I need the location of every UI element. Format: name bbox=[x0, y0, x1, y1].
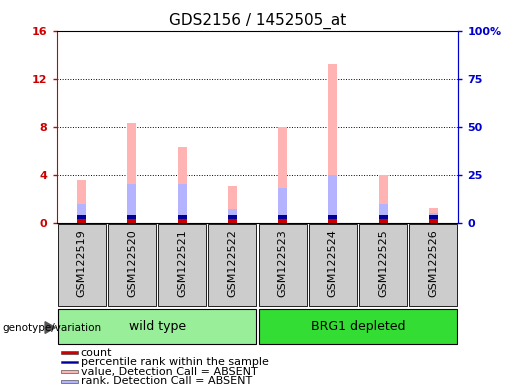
Bar bbox=[379, 175, 388, 223]
Bar bbox=[61, 370, 78, 373]
Bar bbox=[127, 219, 136, 223]
Text: GSM122524: GSM122524 bbox=[328, 229, 338, 297]
Text: GSM122520: GSM122520 bbox=[127, 229, 137, 297]
Bar bbox=[127, 184, 136, 223]
Bar bbox=[278, 188, 287, 223]
Bar bbox=[77, 215, 87, 219]
FancyBboxPatch shape bbox=[259, 224, 307, 306]
Text: wild type: wild type bbox=[129, 320, 185, 333]
Bar bbox=[77, 180, 87, 223]
Text: genotype/variation: genotype/variation bbox=[3, 323, 101, 333]
Bar bbox=[228, 209, 237, 223]
Bar bbox=[178, 184, 187, 223]
Text: GSM122519: GSM122519 bbox=[77, 229, 87, 297]
FancyBboxPatch shape bbox=[58, 224, 106, 306]
Text: count: count bbox=[81, 348, 112, 358]
Bar bbox=[127, 123, 136, 223]
Bar bbox=[61, 361, 78, 363]
FancyBboxPatch shape bbox=[58, 309, 256, 344]
Bar bbox=[77, 219, 87, 223]
Text: BRG1 depleted: BRG1 depleted bbox=[311, 320, 405, 333]
Bar bbox=[77, 204, 87, 223]
Text: rank, Detection Call = ABSENT: rank, Detection Call = ABSENT bbox=[81, 376, 252, 384]
Bar bbox=[228, 215, 237, 219]
Text: GSM122521: GSM122521 bbox=[177, 229, 187, 297]
Bar bbox=[127, 215, 136, 219]
Title: GDS2156 / 1452505_at: GDS2156 / 1452505_at bbox=[169, 13, 346, 29]
Bar bbox=[178, 215, 187, 219]
Bar bbox=[278, 127, 287, 223]
Bar bbox=[328, 175, 337, 223]
Bar bbox=[428, 208, 438, 223]
FancyBboxPatch shape bbox=[158, 224, 207, 306]
FancyBboxPatch shape bbox=[359, 224, 407, 306]
Bar bbox=[228, 185, 237, 223]
Text: GSM122525: GSM122525 bbox=[378, 229, 388, 297]
Bar bbox=[379, 204, 388, 223]
FancyBboxPatch shape bbox=[108, 224, 156, 306]
Bar bbox=[178, 147, 187, 223]
Bar bbox=[228, 219, 237, 223]
FancyBboxPatch shape bbox=[208, 224, 256, 306]
FancyBboxPatch shape bbox=[308, 224, 357, 306]
Bar bbox=[428, 219, 438, 223]
Polygon shape bbox=[45, 322, 56, 333]
Bar bbox=[328, 215, 337, 219]
Bar bbox=[428, 215, 438, 219]
Bar bbox=[379, 215, 388, 219]
Bar bbox=[428, 213, 438, 223]
Bar bbox=[278, 215, 287, 219]
Bar bbox=[379, 219, 388, 223]
Bar bbox=[328, 65, 337, 223]
Text: GSM122522: GSM122522 bbox=[228, 229, 237, 297]
Bar bbox=[328, 219, 337, 223]
Bar bbox=[278, 219, 287, 223]
Text: GSM122526: GSM122526 bbox=[428, 229, 438, 297]
Text: percentile rank within the sample: percentile rank within the sample bbox=[81, 357, 269, 367]
Text: value, Detection Call = ABSENT: value, Detection Call = ABSENT bbox=[81, 367, 258, 377]
FancyBboxPatch shape bbox=[259, 309, 457, 344]
FancyBboxPatch shape bbox=[409, 224, 457, 306]
Bar bbox=[61, 351, 78, 354]
Bar bbox=[178, 219, 187, 223]
Text: GSM122523: GSM122523 bbox=[278, 229, 287, 297]
Bar bbox=[61, 380, 78, 382]
